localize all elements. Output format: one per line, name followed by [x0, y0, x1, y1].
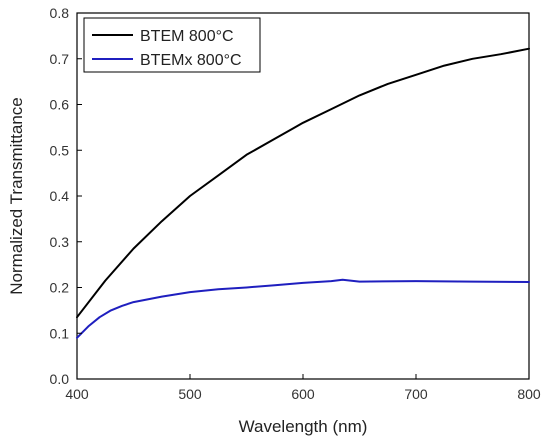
x-axis-label: Wavelength (nm) [239, 417, 368, 436]
y-tick-label: 0.5 [50, 142, 70, 158]
y-tick-label: 0.4 [50, 188, 70, 204]
y-tick-label: 0.0 [50, 371, 70, 387]
series-line-btem [76, 47, 530, 319]
y-tick-label: 0.1 [50, 325, 70, 341]
legend-label-btem: BTEM 800°C [140, 28, 234, 45]
y-tick-label: 0.6 [50, 97, 70, 113]
y-axis-label: Normalized Transmittance [7, 97, 26, 294]
y-tick-label: 0.3 [50, 234, 70, 250]
x-tick-label: 600 [291, 386, 315, 402]
series-line-btemx [76, 278, 530, 339]
y-tick-label: 0.7 [50, 51, 70, 67]
y-axis: 0.0 0.1 0.2 0.3 0.4 0.5 0.6 0.7 0.8 [50, 5, 82, 387]
legend-box [83, 17, 261, 73]
x-tick-label: 800 [517, 386, 541, 402]
x-tick-label: 700 [404, 386, 428, 402]
x-tick-label: 500 [178, 386, 202, 402]
x-tick-label: 400 [65, 386, 89, 402]
x-axis: 400 500 600 700 800 [65, 374, 541, 402]
legend: BTEM 800°C BTEMx 800°C [83, 17, 261, 73]
series-layer [76, 47, 530, 339]
y-tick-label: 0.2 [50, 280, 70, 296]
legend-label-btemx: BTEMx 800°C [140, 52, 242, 69]
y-tick-label: 0.8 [50, 5, 70, 21]
